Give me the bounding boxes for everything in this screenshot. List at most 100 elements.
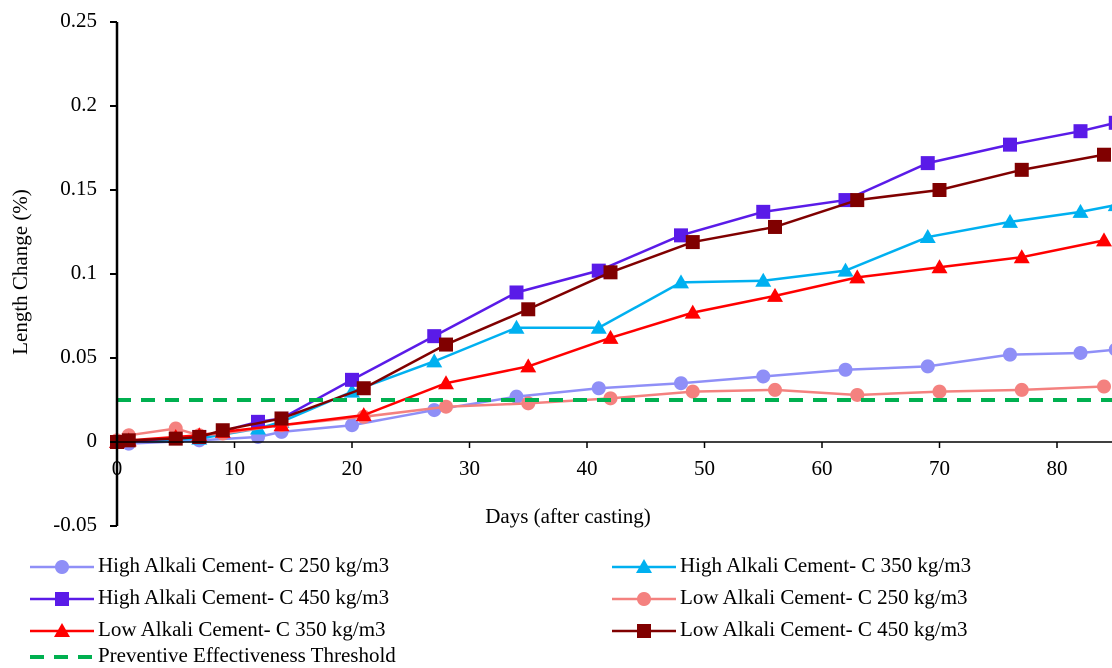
x-tick-label: 60 bbox=[812, 456, 833, 480]
marker bbox=[767, 287, 783, 302]
x-tick-label: 20 bbox=[342, 456, 363, 480]
marker bbox=[1003, 137, 1017, 152]
marker bbox=[427, 403, 442, 418]
marker bbox=[920, 359, 935, 374]
marker bbox=[756, 369, 771, 384]
marker bbox=[1073, 345, 1088, 360]
marker bbox=[521, 302, 536, 317]
marker bbox=[1003, 347, 1017, 362]
marker bbox=[931, 259, 948, 274]
marker bbox=[251, 414, 265, 429]
marker bbox=[355, 407, 372, 422]
legend-marker bbox=[54, 623, 70, 637]
marker bbox=[602, 329, 619, 344]
marker bbox=[1096, 232, 1112, 247]
marker bbox=[768, 382, 782, 397]
y-axis-label: Length Change (%) bbox=[8, 189, 32, 355]
marker bbox=[1072, 203, 1089, 218]
legend-label: Preventive Effectiveness Threshold bbox=[98, 643, 396, 667]
marker bbox=[755, 272, 772, 287]
marker bbox=[439, 337, 453, 352]
marker bbox=[168, 431, 183, 446]
legend-marker bbox=[637, 592, 651, 606]
marker bbox=[1013, 249, 1030, 264]
marker bbox=[932, 183, 947, 197]
marker bbox=[1073, 124, 1088, 139]
legend-marker bbox=[636, 559, 652, 573]
x-tick-label: 40 bbox=[577, 456, 598, 480]
marker bbox=[1097, 379, 1111, 394]
marker bbox=[603, 265, 618, 280]
marker bbox=[121, 433, 136, 448]
marker bbox=[439, 399, 453, 414]
marker bbox=[837, 262, 854, 277]
marker bbox=[438, 375, 454, 390]
marker bbox=[1002, 213, 1018, 228]
x-tick-label: 80 bbox=[1047, 456, 1068, 480]
marker bbox=[673, 274, 689, 289]
plot-area bbox=[109, 115, 1112, 451]
marker bbox=[1097, 147, 1111, 162]
marker bbox=[427, 329, 442, 344]
marker bbox=[838, 362, 853, 377]
x-axis-label: Days (after casting) bbox=[485, 504, 651, 528]
marker bbox=[850, 387, 865, 402]
series-line bbox=[116, 239, 1105, 444]
marker bbox=[919, 229, 936, 244]
marker bbox=[685, 384, 700, 399]
marker bbox=[426, 353, 443, 368]
series-line bbox=[116, 204, 1112, 444]
marker bbox=[215, 423, 230, 438]
marker bbox=[920, 156, 935, 171]
x-tick-label: 70 bbox=[929, 456, 950, 480]
marker bbox=[756, 204, 771, 219]
legend-label: High Alkali Cement- C 450 kg/m3 bbox=[98, 585, 389, 609]
x-tick-label: 30 bbox=[459, 456, 480, 480]
marker bbox=[1108, 343, 1112, 356]
y-tick-label: 0.2 bbox=[71, 92, 97, 116]
marker bbox=[274, 411, 289, 426]
marker bbox=[685, 235, 700, 250]
marker bbox=[192, 429, 207, 444]
legend-marker bbox=[637, 624, 651, 638]
marker bbox=[345, 372, 359, 387]
y-tick-label: 0 bbox=[87, 428, 98, 452]
marker bbox=[345, 418, 359, 433]
marker bbox=[508, 319, 525, 334]
marker bbox=[1107, 203, 1112, 212]
marker bbox=[1014, 162, 1029, 177]
series-line bbox=[116, 153, 1105, 444]
y-tick-label: 0.15 bbox=[60, 176, 97, 200]
legend-marker bbox=[55, 592, 69, 606]
legend-label: High Alkali Cement- C 350 kg/m3 bbox=[680, 553, 971, 577]
marker bbox=[674, 228, 688, 243]
legend-label: Low Alkali Cement- C 350 kg/m3 bbox=[98, 617, 386, 641]
marker bbox=[591, 381, 606, 396]
x-tick-label: 50 bbox=[694, 456, 715, 480]
marker bbox=[932, 384, 947, 399]
y-tick-label: -0.05 bbox=[53, 512, 97, 536]
marker bbox=[590, 319, 607, 334]
x-tick-label: 0 bbox=[112, 456, 123, 480]
legend-label: High Alkali Cement- C 250 kg/m3 bbox=[98, 553, 389, 577]
y-tick-label: 0.1 bbox=[71, 260, 97, 284]
series-line bbox=[116, 348, 1112, 445]
x-tick-label: 10 bbox=[224, 456, 245, 480]
series-line bbox=[116, 385, 1105, 442]
legend-marker bbox=[55, 560, 69, 574]
marker bbox=[591, 263, 606, 278]
marker bbox=[674, 376, 688, 391]
marker bbox=[520, 358, 537, 373]
marker bbox=[849, 269, 866, 284]
marker bbox=[356, 381, 371, 396]
y-tick-label: 0.25 bbox=[60, 8, 97, 32]
marker bbox=[1014, 382, 1029, 397]
legend-label: Low Alkali Cement- C 250 kg/m3 bbox=[680, 585, 968, 609]
marker bbox=[1108, 115, 1112, 130]
marker bbox=[768, 219, 782, 234]
y-tick-label: 0.05 bbox=[60, 344, 97, 368]
marker bbox=[509, 285, 524, 300]
legend-label: Low Alkali Cement- C 450 kg/m3 bbox=[680, 617, 968, 641]
marker bbox=[850, 193, 865, 208]
